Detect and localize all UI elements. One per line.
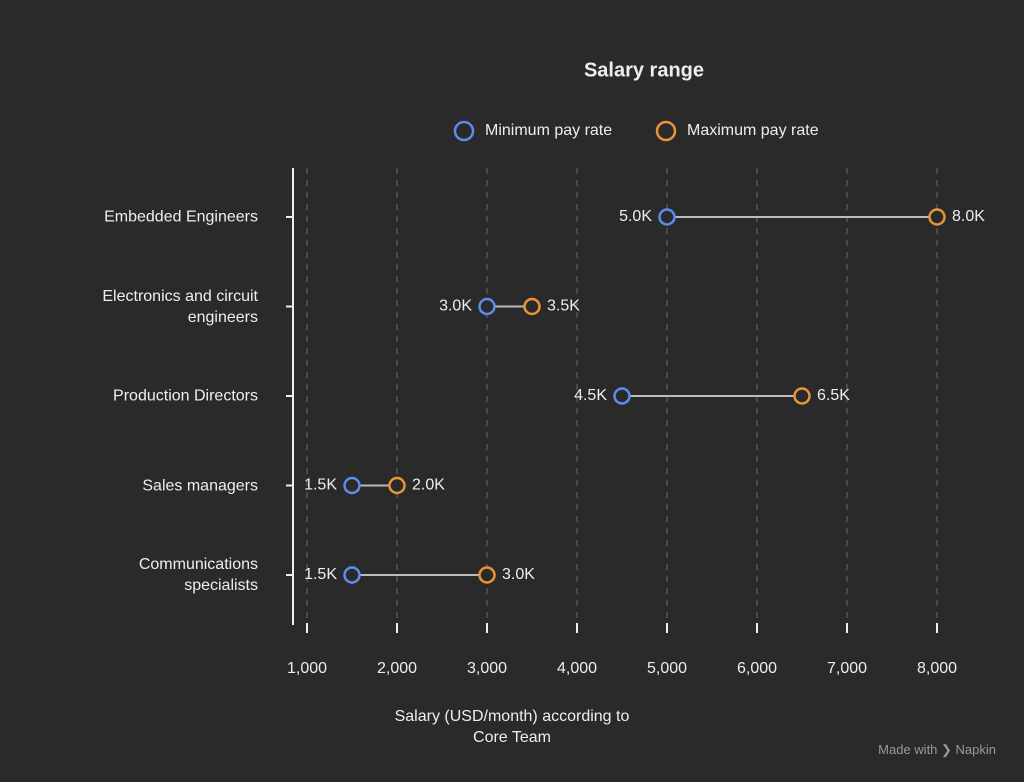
watermark-brand: Napkin [955,742,996,757]
dot [343,476,361,495]
x-tick-label: 4,000 [557,660,597,677]
dot [793,387,811,405]
value-label: 4.5K [574,387,607,404]
x-tick-label: 2,000 [377,660,417,677]
x-tick-label: 3,000 [467,660,507,677]
value-label: 6.5K [817,387,850,404]
dot [928,208,946,226]
legend-label: Minimum pay rate [485,122,612,139]
x-tick-label: 7,000 [827,660,867,677]
legend-marker [655,120,677,142]
x-tick-label: 5,000 [647,660,687,677]
x-axis-title: Salary (USD/month) according to Core Tea… [394,708,630,746]
dot [478,566,496,584]
dot [613,387,631,405]
dot [478,297,496,316]
y-tick-label: Sales managers [142,477,258,494]
value-label: 1.5K [304,477,337,494]
chart-title: Salary range [584,59,704,81]
x-tick-label: 1,000 [287,660,327,677]
y-tick-label: Electronics and circuit engineers [102,287,258,326]
value-label: 5.0K [619,208,652,225]
x-tick-label: 8,000 [917,660,957,677]
value-label: 3.5K [547,298,580,315]
watermark: Made with ❯ Napkin [878,742,996,757]
legend-marker [453,120,475,142]
y-tick-label: Embedded Engineers [104,208,258,226]
dot [388,476,406,495]
value-label: 3.0K [502,566,535,583]
watermark-prefix: Made with [878,742,938,757]
dot [523,297,541,316]
value-label: 3.0K [439,298,472,315]
dot [658,208,676,226]
value-label: 8.0K [952,208,985,225]
value-label: 1.5K [304,566,337,583]
y-tick-label: Communications specialists [138,556,258,594]
y-tick-label: Production Directors [113,387,258,405]
value-label: 2.0K [412,477,445,494]
dot [343,566,361,584]
legend-label: Maximum pay rate [687,122,819,139]
x-tick-label: 6,000 [737,660,777,677]
